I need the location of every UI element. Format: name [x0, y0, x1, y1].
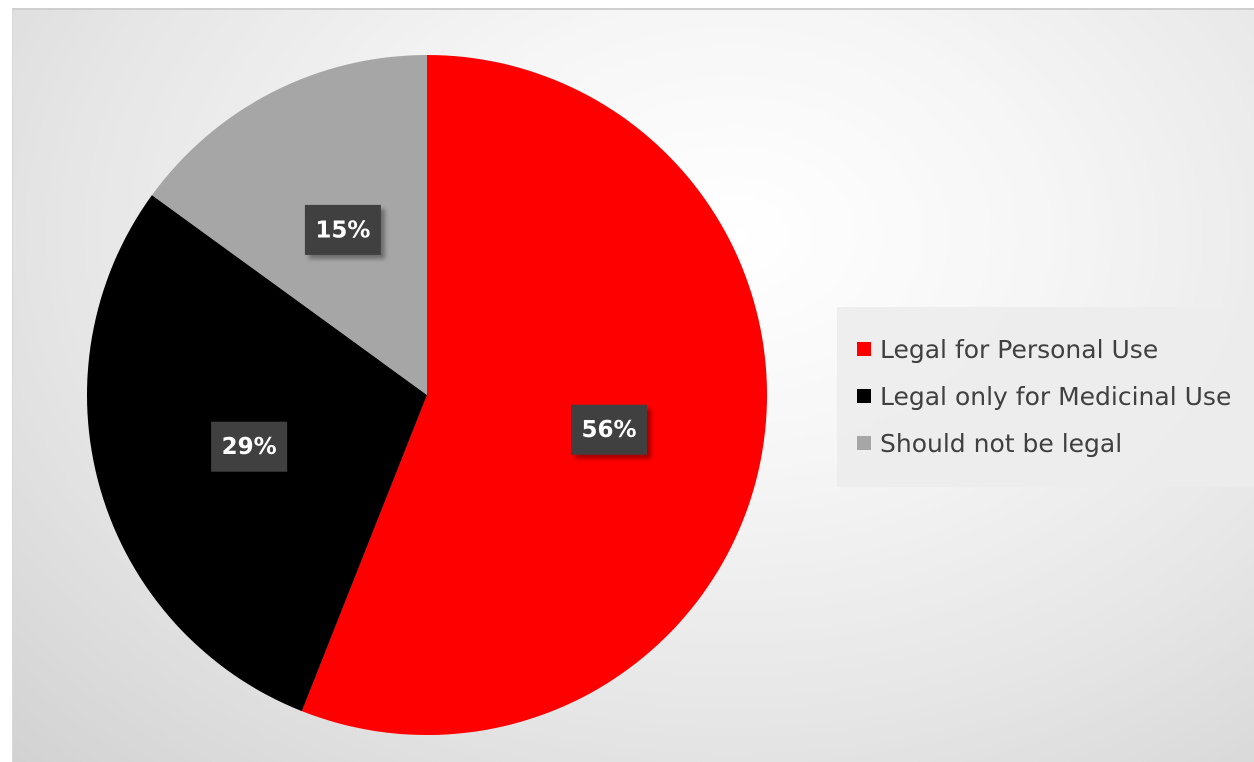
data-label-medicinal-use: 29%	[211, 421, 288, 472]
chart-legend: Legal for Personal Use Legal only for Me…	[837, 307, 1254, 487]
data-label-box	[211, 421, 288, 472]
data-label-box	[571, 404, 647, 455]
data-label-not-legal: 15%	[304, 204, 381, 255]
pie-slice-not-legal	[151, 54, 427, 396]
data-label-text: 29%	[222, 434, 277, 460]
legend-label-personal-use: Legal for Personal Use	[880, 334, 1159, 364]
pie-slice-personal-use	[301, 55, 768, 736]
legend-item-personal-use: Legal for Personal Use	[837, 329, 1158, 369]
pie-chart: 56% 29% 15%	[86, 54, 768, 736]
data-label-box	[304, 204, 381, 255]
legend-item-medicinal-use: Legal only for Medicinal Use	[837, 376, 1231, 416]
data-label-personal-use: 56%	[571, 404, 647, 455]
legend-label-medicinal-use: Legal only for Medicinal Use	[880, 381, 1232, 411]
data-label-text: 56%	[581, 417, 636, 443]
legend-item-not-legal: Should not be legal	[837, 423, 1122, 463]
data-label-text: 15%	[315, 217, 370, 243]
chart-area: 56% 29% 15% Legal for Personal Use Legal o…	[12, 8, 1254, 762]
legend-swatch-personal-use	[857, 342, 871, 356]
legend-label-not-legal: Should not be legal	[880, 428, 1123, 458]
legend-swatch-not-legal	[857, 436, 871, 450]
legend-swatch-medicinal-use	[857, 389, 871, 403]
